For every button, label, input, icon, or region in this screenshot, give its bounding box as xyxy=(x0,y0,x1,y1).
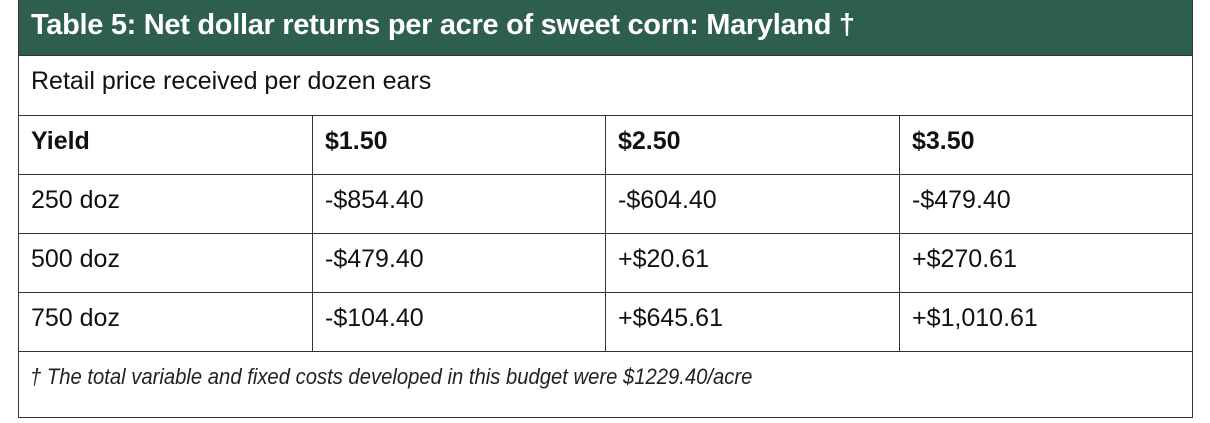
value-cell: +$270.61 xyxy=(912,245,1017,273)
table-row: 750 doz -$104.40 +$645.61 +$1,010.61 xyxy=(19,293,1192,352)
column-header: $1.50 xyxy=(313,116,606,174)
value-cell: +$1,010.61 xyxy=(912,304,1038,332)
table-row: 500 doz -$479.40 +$20.61 +$270.61 xyxy=(19,234,1192,293)
value-cell: +$645.61 xyxy=(606,293,900,351)
yield-cell: 500 doz xyxy=(19,234,313,292)
value-cell: +$20.61 xyxy=(606,234,900,292)
column-header: $2.50 xyxy=(606,116,900,174)
column-header: $3.50 xyxy=(912,127,975,155)
header-row: Yield $1.50 $2.50 $3.50 xyxy=(19,116,1192,175)
returns-table: Table 5: Net dollar returns per acre of … xyxy=(18,0,1193,418)
table-title: Table 5: Net dollar returns per acre of … xyxy=(19,0,1192,56)
value-cell: -$479.40 xyxy=(912,186,1011,214)
yield-cell: 250 doz xyxy=(19,175,313,233)
footnote: † The total variable and fixed costs dev… xyxy=(30,364,753,389)
table-subtitle: Retail price received per dozen ears xyxy=(19,56,1192,116)
value-cell: -$479.40 xyxy=(313,234,606,292)
yield-cell: 750 doz xyxy=(19,293,313,351)
value-cell: -$104.40 xyxy=(313,293,606,351)
value-cell: -$604.40 xyxy=(606,175,900,233)
column-header: Yield xyxy=(19,116,313,174)
value-cell: -$854.40 xyxy=(313,175,606,233)
table-row: 250 doz -$854.40 -$604.40 -$479.40 xyxy=(19,175,1192,234)
